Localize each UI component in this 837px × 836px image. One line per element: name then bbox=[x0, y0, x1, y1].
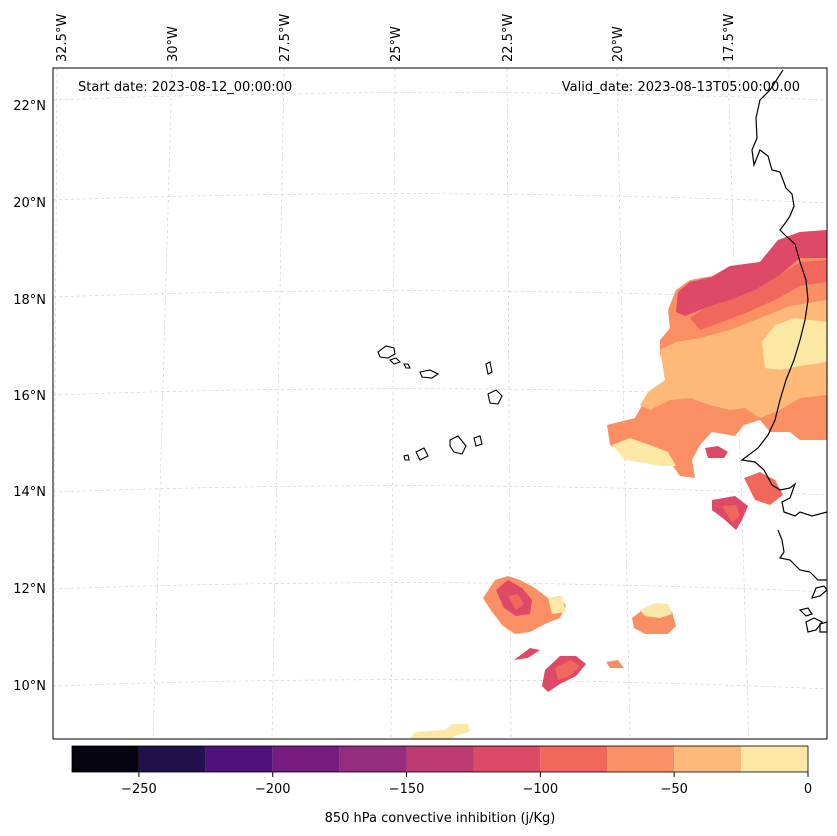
lat-label: 18°N bbox=[13, 293, 46, 308]
lon-label: 30°W bbox=[166, 26, 181, 62]
latitude-labels: 22°N 20°N 18°N 16°N 14°N 12°N 10°N bbox=[13, 99, 46, 694]
cabo-verde-islands bbox=[377, 345, 503, 461]
lon-label: 22.5°W bbox=[501, 14, 516, 62]
start-date-label: Start date: 2023-08-12_00:00:00 bbox=[78, 80, 292, 95]
colorbar-bin bbox=[72, 746, 139, 772]
cin-region-11n-pale bbox=[640, 603, 672, 618]
colorbar-tick-label: 0 bbox=[804, 782, 812, 797]
colorbar-label: 850 hPa convective inhibition (j/Kg) bbox=[325, 811, 556, 826]
colorbar-border bbox=[71, 745, 809, 773]
colorbar-bin bbox=[339, 746, 407, 772]
cin-region-coast-14n bbox=[744, 472, 783, 505]
colorbar-tick-label: −150 bbox=[389, 782, 425, 797]
colorbar-ticks: −250 −200 −150 −100 −50 0 bbox=[121, 772, 812, 797]
colorbar-bin bbox=[674, 746, 742, 772]
colorbar-bin bbox=[540, 746, 608, 772]
colorbar-bin bbox=[138, 746, 206, 772]
colorbar-tick-label: −250 bbox=[121, 782, 157, 797]
cin-region-9n bbox=[410, 724, 470, 739]
cin-region-14-5n bbox=[705, 446, 728, 458]
colorbar-bins bbox=[72, 746, 808, 772]
cin-region-coast-13n-inner bbox=[722, 505, 740, 522]
lat-label: 20°N bbox=[13, 196, 46, 211]
cin-region-10n-b bbox=[555, 660, 580, 680]
cin-region-neg125-100 bbox=[676, 230, 827, 316]
cin-region-neg25-0b bbox=[612, 438, 676, 466]
cin-region-neg75-50b bbox=[780, 398, 827, 440]
colorbar-bin bbox=[741, 746, 808, 772]
cin-contours bbox=[410, 230, 827, 739]
colorbar-tick-label: −100 bbox=[523, 782, 559, 797]
cin-region-12n-core bbox=[508, 594, 524, 610]
lon-label: 32.5°W bbox=[55, 14, 70, 62]
colorbar-bin bbox=[406, 746, 474, 772]
lat-label: 12°N bbox=[13, 582, 46, 597]
lon-label: 20°W bbox=[611, 26, 626, 62]
lat-label: 10°N bbox=[13, 679, 46, 694]
colorbar-tick-label: −200 bbox=[255, 782, 291, 797]
colorbar-tick-label: −50 bbox=[660, 782, 687, 797]
colorbar-bin bbox=[205, 746, 273, 772]
colorbar: −250 −200 −150 −100 −50 0 850 hPa convective … bbox=[71, 745, 812, 826]
cin-region-neg25-0 bbox=[762, 318, 827, 370]
lat-label: 14°N bbox=[13, 485, 46, 500]
cin-region-12n-pale bbox=[548, 596, 566, 614]
lon-label: 17.5°W bbox=[722, 14, 737, 62]
lat-label: 22°N bbox=[13, 99, 46, 114]
lon-label: 27.5°W bbox=[278, 14, 293, 62]
cin-region-10n-c bbox=[606, 660, 624, 668]
longitude-labels: 32.5°W 30°W 27.5°W 25°W 22.5°W 20°W 17.5… bbox=[55, 14, 737, 62]
colorbar-bin bbox=[607, 746, 675, 772]
colorbar-bin bbox=[473, 746, 541, 772]
west-africa-coastline bbox=[740, 69, 828, 633]
cin-region-neg100-75 bbox=[690, 260, 827, 330]
colorbar-bin bbox=[272, 746, 340, 772]
map-border bbox=[52, 67, 828, 740]
cin-region-10n-d bbox=[514, 648, 540, 660]
lon-label: 25°W bbox=[389, 26, 404, 62]
lat-label: 16°N bbox=[13, 389, 46, 404]
valid-date-label: Valid_date: 2023-08-13T05:00:00.00 bbox=[562, 80, 800, 95]
